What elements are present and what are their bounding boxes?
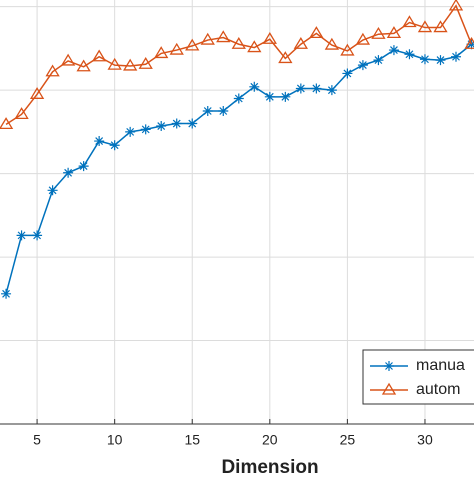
- marker: [76, 59, 91, 72]
- marker: [200, 32, 215, 45]
- marker: [45, 64, 60, 77]
- marker: [140, 124, 151, 135]
- marker: [466, 39, 474, 50]
- marker: [295, 83, 306, 94]
- marker: [125, 126, 136, 137]
- marker: [29, 87, 45, 99]
- series-line: [5, 4, 473, 125]
- marker: [216, 30, 231, 43]
- x-axis-label: Dimension: [221, 457, 318, 474]
- legend: manua autom: [362, 349, 474, 405]
- legend-marker: [384, 361, 394, 371]
- marker: [14, 107, 29, 119]
- marker: [309, 26, 324, 39]
- marker: [386, 26, 402, 39]
- x-tick-label: 30: [417, 432, 433, 448]
- marker: [419, 54, 430, 65]
- marker: [91, 49, 107, 62]
- marker: [138, 57, 153, 69]
- marker: [404, 49, 415, 60]
- legend-label: manua: [416, 357, 465, 374]
- marker: [202, 106, 213, 117]
- marker: [94, 136, 105, 147]
- series-line: [5, 43, 472, 294]
- marker: [342, 68, 353, 79]
- marker: [231, 36, 246, 49]
- legend-box: [362, 349, 474, 405]
- marker: [16, 230, 27, 241]
- series: [0, 0, 474, 130]
- marker: [355, 32, 371, 45]
- marker: [451, 51, 462, 62]
- marker: [324, 37, 340, 50]
- marker: [249, 81, 260, 92]
- marker: [47, 185, 58, 196]
- marker: [247, 40, 262, 53]
- marker: [60, 53, 76, 66]
- marker: [185, 38, 200, 51]
- marker: [264, 91, 275, 102]
- marker: [433, 20, 448, 33]
- legend-label: autom: [416, 381, 460, 398]
- marker: [448, 0, 464, 11]
- marker: [63, 167, 74, 178]
- marker: [78, 161, 89, 172]
- marker: [402, 15, 417, 28]
- marker: [293, 36, 308, 49]
- marker: [388, 45, 399, 56]
- marker: [32, 230, 43, 241]
- x-tick-label: 15: [184, 432, 200, 448]
- marker: [464, 36, 474, 49]
- marker: [123, 58, 138, 71]
- x-tick-label: 20: [262, 432, 278, 448]
- plot-area: [0, 0, 474, 425]
- marker: [187, 118, 198, 129]
- marker: [278, 51, 293, 64]
- marker: [107, 57, 122, 70]
- marker: [1, 288, 12, 299]
- marker: [435, 55, 446, 66]
- series: [1, 39, 474, 299]
- marker: [357, 60, 368, 71]
- x-tick-label: 25: [340, 432, 356, 448]
- marker: [171, 118, 182, 129]
- marker: [233, 93, 244, 104]
- marker: [218, 106, 229, 117]
- marker: [326, 85, 337, 96]
- marker: [371, 26, 386, 39]
- marker: [0, 117, 14, 130]
- marker: [109, 140, 120, 151]
- marker: [156, 121, 167, 132]
- marker: [340, 43, 355, 56]
- x-tick-label: 10: [107, 432, 123, 448]
- x-tick-label: 5: [33, 432, 41, 448]
- marker: [154, 46, 169, 59]
- legend-marker: [381, 382, 397, 395]
- marker: [169, 42, 184, 55]
- marker: [417, 20, 433, 33]
- marker: [373, 55, 384, 66]
- marker: [262, 31, 277, 44]
- marker: [280, 91, 291, 102]
- marker: [311, 83, 322, 94]
